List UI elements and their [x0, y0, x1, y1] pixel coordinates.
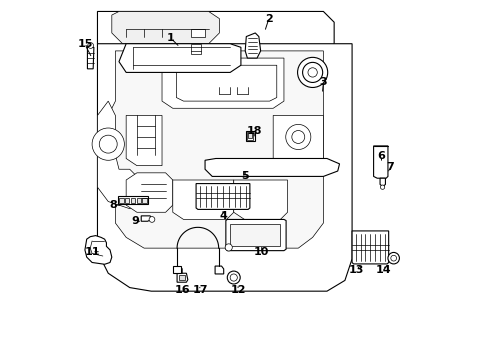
Polygon shape	[215, 266, 223, 274]
Polygon shape	[196, 184, 249, 210]
Text: 2: 2	[264, 14, 272, 24]
Polygon shape	[244, 33, 260, 58]
Circle shape	[285, 125, 310, 149]
Circle shape	[149, 217, 155, 222]
Polygon shape	[97, 101, 140, 209]
Polygon shape	[204, 158, 339, 176]
Text: 10: 10	[253, 247, 269, 257]
Text: 14: 14	[375, 265, 391, 275]
Bar	[230, 224, 279, 246]
Circle shape	[380, 185, 384, 189]
Text: 15: 15	[77, 40, 92, 49]
Text: 17: 17	[193, 285, 208, 296]
Polygon shape	[225, 220, 285, 251]
Polygon shape	[176, 65, 276, 101]
Circle shape	[227, 271, 240, 284]
Bar	[119, 198, 123, 203]
Polygon shape	[118, 196, 147, 204]
Circle shape	[297, 57, 327, 87]
Polygon shape	[373, 146, 387, 178]
Polygon shape	[273, 116, 323, 169]
Polygon shape	[190, 44, 201, 54]
Bar	[246, 132, 253, 140]
Circle shape	[307, 68, 317, 77]
Circle shape	[390, 255, 396, 261]
Polygon shape	[245, 131, 254, 141]
Text: 12: 12	[230, 285, 245, 296]
Polygon shape	[119, 44, 241, 72]
Text: 8: 8	[109, 200, 117, 210]
Circle shape	[387, 252, 399, 264]
Bar	[136, 198, 141, 203]
Polygon shape	[108, 51, 323, 248]
Circle shape	[230, 274, 237, 281]
Polygon shape	[85, 235, 112, 264]
Circle shape	[88, 42, 93, 48]
Polygon shape	[351, 231, 388, 264]
Polygon shape	[173, 266, 180, 273]
Text: 7: 7	[385, 162, 393, 172]
Text: 5: 5	[241, 171, 248, 181]
Bar	[178, 275, 184, 280]
Bar	[142, 198, 146, 203]
Polygon shape	[97, 12, 333, 58]
Polygon shape	[97, 44, 351, 291]
Polygon shape	[233, 180, 287, 220]
Bar	[247, 134, 251, 138]
Polygon shape	[379, 178, 385, 186]
Text: 13: 13	[348, 265, 364, 275]
Polygon shape	[87, 47, 94, 69]
Text: 3: 3	[319, 77, 326, 87]
Polygon shape	[177, 273, 187, 282]
Circle shape	[224, 244, 232, 251]
Text: 4: 4	[219, 211, 226, 221]
Text: 9: 9	[131, 216, 139, 226]
Polygon shape	[126, 116, 162, 166]
Circle shape	[302, 62, 322, 82]
Bar	[131, 198, 135, 203]
Polygon shape	[172, 180, 233, 220]
Polygon shape	[112, 12, 219, 44]
Text: 18: 18	[246, 126, 262, 135]
Circle shape	[291, 131, 304, 143]
Text: 11: 11	[84, 247, 100, 257]
Polygon shape	[162, 58, 284, 108]
Circle shape	[92, 128, 124, 160]
Polygon shape	[190, 30, 204, 37]
Text: 6: 6	[377, 150, 385, 161]
Polygon shape	[141, 216, 151, 221]
Bar	[125, 198, 129, 203]
Text: 16: 16	[174, 285, 190, 296]
Polygon shape	[126, 173, 172, 212]
Text: 1: 1	[167, 33, 175, 43]
Circle shape	[99, 135, 117, 153]
